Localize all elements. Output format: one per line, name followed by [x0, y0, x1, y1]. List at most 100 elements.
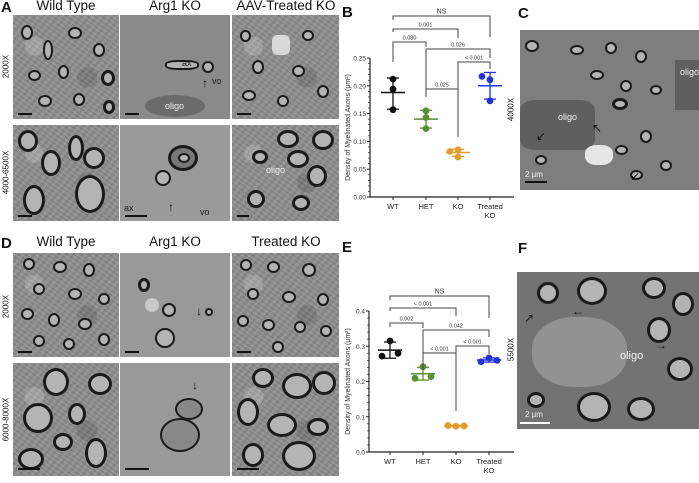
comparison-bracket: 0.042 — [422, 324, 490, 370]
label-vo: vo — [212, 76, 222, 86]
em-image-a-treated-2000x — [232, 15, 339, 119]
em-image-a-arg1ko-2000x: ax vo ↑ oligo — [120, 15, 230, 119]
p-value-label: 0.080 — [403, 36, 417, 42]
x-tick-label: WT — [384, 457, 396, 466]
comparison-bracket: NS — [389, 289, 490, 318]
scale-bar-label-f: 2 μm — [525, 410, 543, 419]
em-image-d-treated-2000x — [232, 253, 339, 357]
series-het — [411, 363, 435, 382]
panel-letter-d: D — [1, 235, 12, 252]
y-tick-label: 0.25 — [353, 56, 366, 63]
comparison-bracket: < 0.001 — [457, 56, 491, 126]
p-value-label: 0.002 — [400, 317, 414, 323]
comparison-bracket: < 0.001 — [455, 340, 490, 411]
panel-f-magnification: 5500X — [506, 337, 516, 362]
data-point — [446, 148, 454, 155]
panel-letter-c: C — [518, 5, 529, 22]
arrow-icon-f-1: ↗ — [524, 311, 535, 325]
data-point — [477, 358, 485, 366]
data-point — [394, 349, 402, 357]
p-value-label: 0.001 — [419, 23, 433, 29]
x-tick-label: KO — [451, 457, 462, 466]
arrow-icon-c-3: ↙ — [630, 169, 641, 183]
data-point — [389, 106, 397, 114]
series-ko — [446, 146, 470, 161]
y-tick-label: 0.1 — [356, 414, 365, 421]
series-wt — [378, 337, 402, 360]
panel-a-row-label-2000x: 2000X — [1, 54, 11, 79]
y-tick-label: 0.10 — [353, 139, 366, 146]
y-tick-label: 0.4 — [356, 309, 365, 316]
arrow-icon-f-3: → — [655, 338, 667, 352]
arrow-icon-2: ↑ — [168, 200, 174, 214]
p-value-label: 0.026 — [451, 43, 465, 49]
comparison-bracket: 0.026 — [425, 43, 491, 97]
y-tick-label: 0.0 — [356, 450, 365, 457]
em-image-c-4000x: oligo oligo ↙ ↖ ↙ 2 μm — [520, 30, 699, 190]
arrow-icon: ↑ — [202, 76, 208, 90]
panel-letter-a: A — [1, 0, 12, 16]
comparison-bracket: 0.001 — [392, 23, 459, 38]
data-point — [389, 75, 397, 83]
y-axis-label: Density of Myelinated Axons (μm²) — [345, 328, 352, 435]
panel-a-row-label-4000-6500x: 4000-6500X — [1, 150, 11, 195]
em-image-a-treated-highmag: oligo — [232, 125, 339, 221]
em-image-d-arg1ko-2000x: ↓ — [120, 253, 230, 357]
data-point — [422, 125, 430, 133]
data-point — [485, 354, 493, 362]
panel-d-col-title-wild-type: Wild Type — [36, 234, 96, 249]
panel-c-magnification: 4000X — [506, 97, 516, 122]
em-image-d-wildtype-2000x — [13, 253, 119, 357]
comparison-bracket: 0.002 — [389, 317, 424, 328]
data-point — [486, 97, 494, 105]
series-treated-ko — [478, 71, 502, 105]
series-ko — [444, 422, 468, 430]
data-point — [493, 356, 501, 364]
data-point — [454, 153, 462, 161]
p-value-label: 0.025 — [435, 83, 449, 89]
chart-b: 0.00 0.05 0.10 0.15 0.20 0.25 Density of Myeli… — [340, 0, 518, 230]
data-point — [444, 422, 452, 429]
x-tick-label: HET — [416, 457, 431, 466]
p-value-label: NS — [435, 289, 445, 296]
comparison-bracket: < 0.001 — [422, 347, 457, 411]
x-tick-label: Treated — [477, 202, 503, 211]
data-point — [386, 337, 394, 345]
data-point — [460, 422, 468, 430]
comparison-bracket: 0.080 — [392, 36, 427, 62]
comparison-bracket: NS — [392, 9, 491, 37]
panel-d-row-label-2000x: 2000X — [1, 294, 11, 319]
arrow-icon-d-2: ↓ — [192, 378, 198, 392]
chart-e: 0.0 0.1 0.2 0.3 0.4 Density of Myelinated Axo… — [340, 240, 518, 478]
panel-letter-b: B — [342, 4, 353, 21]
chart-b-svg: 0.00 0.05 0.10 0.15 0.20 0.25 Density of Myeli… — [345, 9, 514, 220]
y-tick-label: 0.2 — [356, 379, 365, 386]
plot-area: 0.00 0.05 0.10 0.15 0.20 0.25 Density of Myeli… — [345, 9, 514, 220]
comparison-bracket: < 0.001 — [389, 302, 457, 316]
em-image-d-arg1ko-highmag: ↓ — [120, 363, 230, 476]
x-tick-label: Treated — [476, 457, 502, 466]
panel-a-col-title-arg1-ko: Arg1 KO — [149, 0, 201, 13]
arrow-icon-c-2: ↖ — [592, 121, 603, 135]
p-value-label: < 0.001 — [463, 340, 482, 346]
p-value-label: 0.042 — [449, 324, 463, 330]
panel-letter-f: F — [518, 240, 528, 257]
panel-letter-e: E — [342, 239, 353, 256]
label-ax: ax — [182, 58, 192, 68]
y-tick-label: 0.15 — [353, 111, 366, 118]
arrow-icon-f-2: ← — [572, 304, 584, 318]
data-point — [389, 85, 397, 93]
series-wt — [381, 75, 405, 114]
em-image-d-treated-highmag — [232, 363, 339, 476]
x-tick-label: KO — [485, 211, 496, 220]
scale-bar-label-c: 2 μm — [525, 170, 543, 179]
comparison-bracket: 0.025 — [425, 83, 459, 137]
y-tick-label: 0.05 — [353, 167, 366, 174]
panel-a-col-title-aav-treated-ko: AAV-Treated KO — [236, 0, 336, 13]
x-tick-label: HET — [419, 202, 434, 211]
label-oligo: oligo — [165, 101, 185, 111]
data-point — [486, 76, 494, 84]
em-image-a-arg1ko-highmag: ax vo ↑ — [120, 125, 230, 221]
p-value-label: < 0.001 — [414, 302, 433, 308]
y-tick-label: 0.20 — [353, 83, 366, 90]
